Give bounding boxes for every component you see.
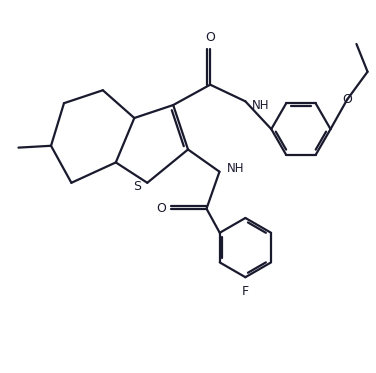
Text: O: O xyxy=(342,93,352,106)
Text: S: S xyxy=(133,180,141,193)
Text: F: F xyxy=(242,285,249,298)
Text: O: O xyxy=(156,202,166,215)
Text: NH: NH xyxy=(227,162,244,175)
Text: O: O xyxy=(205,31,215,44)
Text: NH: NH xyxy=(252,99,270,112)
